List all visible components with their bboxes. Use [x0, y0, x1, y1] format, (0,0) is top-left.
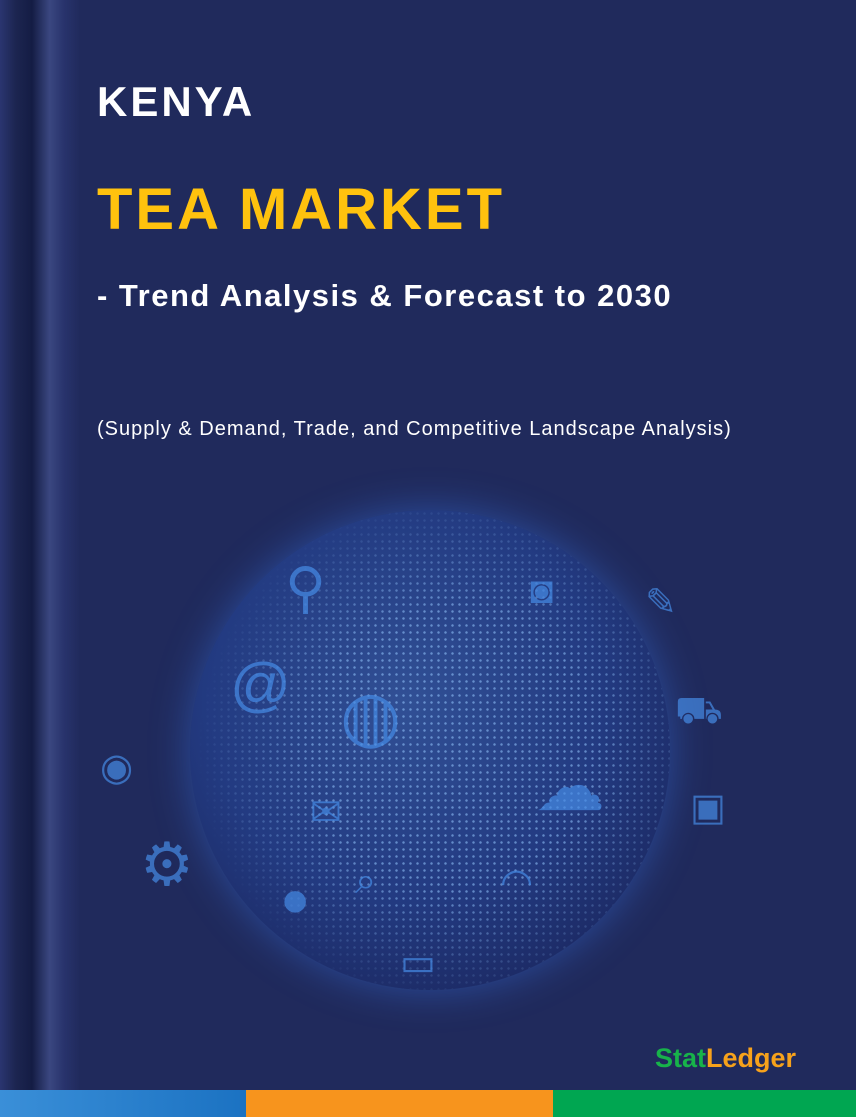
country-title: KENYA: [97, 78, 256, 125]
camera-icon: ◙: [530, 570, 553, 612]
statledger-logo: StatLedger: [655, 1043, 797, 1073]
globe-illustration: ⚲ ◙ @ ◍ ☁ ◉ ⛟ ● ⚙ ✉ ⌕ ◠ ▭ ✎ ▣: [100, 480, 840, 1040]
globe-icon: [190, 510, 670, 990]
bottom-bar-orange: [246, 1090, 553, 1117]
cloud-icon: ☁: [535, 747, 605, 825]
location-pin-icon: ⚲: [285, 556, 327, 619]
chat-icon: ▭: [400, 942, 436, 984]
shopping-cart-icon: ⛟: [675, 690, 723, 732]
bottom-bar-blue: [0, 1090, 246, 1117]
wrench-icon: ✎: [645, 582, 677, 624]
gear-icon: ⚙: [140, 831, 194, 898]
globe-icon: ◍: [340, 677, 402, 755]
market-title: TEA MARKET: [97, 177, 506, 242]
bottom-bar-green: [553, 1090, 856, 1117]
eye-icon: ◉: [100, 747, 134, 789]
tagline: - Trend Analysis & Forecast to 2030: [97, 278, 673, 313]
lock-icon: ▣: [690, 787, 726, 829]
at-sign-icon: @: [230, 651, 291, 718]
wifi-icon: ◠: [500, 862, 534, 904]
mail-icon: ✉: [310, 792, 342, 834]
user-icon: ●: [280, 871, 311, 927]
search-icon: ⌕: [355, 860, 377, 902]
subtitle: (Supply & Demand, Trade, and Competitive…: [97, 418, 732, 440]
book-spine: [0, 0, 80, 1090]
